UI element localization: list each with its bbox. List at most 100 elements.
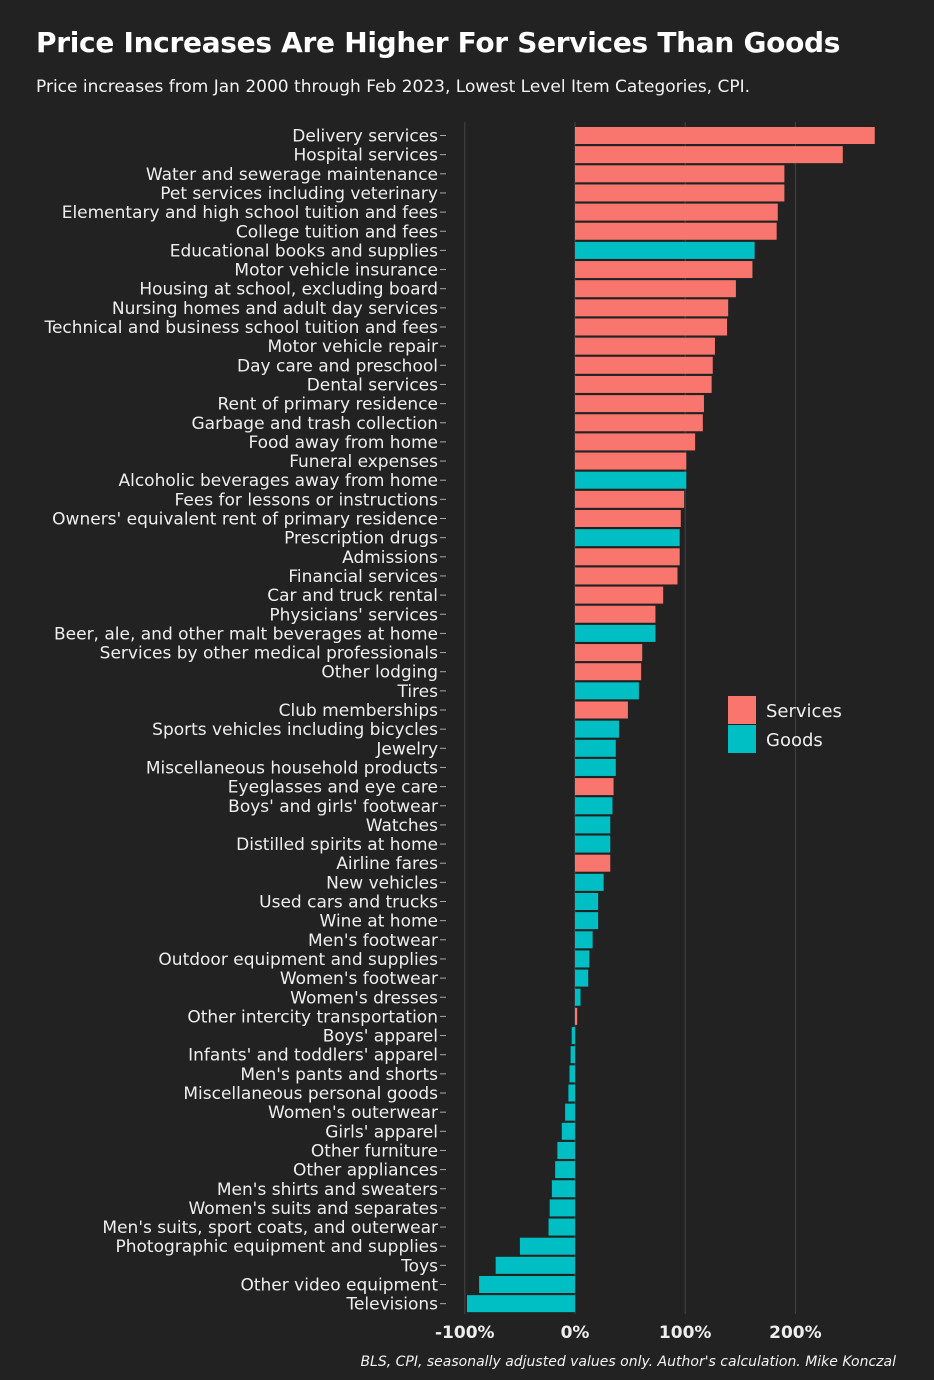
category-label: Financial services [288, 567, 438, 587]
category-label: Elementary and high school tuition and f… [62, 203, 438, 223]
bar [575, 452, 687, 470]
bar [575, 873, 604, 891]
bar [575, 280, 736, 298]
category-label: Airline fares [336, 854, 438, 874]
category-label: Motor vehicle insurance [234, 261, 438, 281]
category-label: Other furniture [311, 1141, 438, 1161]
bar [575, 931, 593, 949]
category-label: Used cars and trucks [259, 893, 438, 913]
category-label: Boys' apparel [323, 1027, 438, 1047]
category-label: Day care and preschool [237, 356, 438, 376]
bar [575, 739, 616, 757]
bar [548, 1218, 575, 1236]
category-label: New vehicles [326, 873, 438, 893]
bar [575, 395, 704, 413]
bar [557, 1141, 575, 1159]
category-label: Men's suits, sport coats, and outerwear [102, 1218, 438, 1238]
bar [549, 1199, 575, 1217]
category-label: Rent of primary residence [217, 395, 438, 415]
bar [568, 1084, 575, 1102]
category-label: Sports vehicles including bicycles [152, 720, 438, 740]
category-label: Infants' and toddlers' apparel [188, 1046, 438, 1066]
bar [575, 854, 611, 872]
bar [571, 1027, 575, 1045]
bar [555, 1161, 575, 1179]
category-label: Motor vehicle repair [268, 337, 438, 357]
bar [575, 146, 843, 164]
bar [575, 203, 778, 221]
x-tick-label: 0% [561, 1323, 590, 1343]
bar [575, 586, 664, 604]
bar [575, 835, 611, 853]
category-label: Women's suits and separates [188, 1199, 438, 1219]
category-label: Men's pants and shorts [240, 1065, 438, 1085]
category-label: Miscellaneous household products [146, 758, 438, 778]
category-label: Club memberships [279, 701, 439, 721]
category-label: Prescription drugs [284, 529, 438, 549]
bar [575, 299, 729, 317]
legend-label: Goods [766, 730, 823, 751]
x-axis-tick-labels: -100% 0% 100% 200% [435, 1323, 822, 1343]
bars [467, 127, 875, 1313]
bar [575, 663, 642, 681]
category-label: Boys' and girls' footwear [228, 797, 438, 817]
category-label: Photographic equipment and supplies [116, 1237, 439, 1257]
bar [569, 1065, 575, 1083]
bar [575, 184, 785, 202]
category-label: Other intercity transportation [187, 1007, 438, 1027]
bar [575, 1007, 578, 1025]
bar [575, 644, 643, 662]
source-note: BLS, CPI, seasonally adjusted values onl… [360, 1354, 896, 1370]
category-label: Fees for lessons or instructions [175, 490, 439, 510]
category-label: Tires [396, 682, 438, 702]
category-label: Women's dresses [290, 988, 438, 1008]
bar [551, 1180, 575, 1198]
legend-label: Services [766, 701, 842, 722]
bar [575, 720, 620, 738]
bar [575, 241, 755, 259]
bar [575, 356, 713, 374]
x-tick-label: 200% [769, 1323, 822, 1343]
bar [575, 567, 678, 585]
bar [495, 1256, 575, 1274]
bar [575, 165, 785, 183]
chart-title: Price Increases Are Higher For Services … [36, 26, 841, 59]
category-label: Other video equipment [240, 1276, 438, 1296]
legend-swatch [728, 696, 756, 724]
bar [575, 318, 728, 336]
x-tick-label: 100% [659, 1323, 712, 1343]
category-label: College tuition and fees [236, 222, 438, 242]
category-label: Services by other medical professionals [100, 644, 438, 664]
legend: Services Goods [728, 696, 842, 753]
bar [575, 797, 613, 815]
chart-subtitle: Price increases from Jan 2000 through Fe… [36, 77, 751, 97]
category-label: Girls' apparel [325, 1122, 438, 1142]
category-label: Women's footwear [280, 969, 438, 989]
category-label: Food away from home [248, 433, 438, 453]
category-label: Men's shirts and sweaters [217, 1180, 438, 1200]
category-label: Televisions [345, 1295, 438, 1315]
category-label: Pet services including veterinary [160, 184, 438, 204]
category-label: Beer, ale, and other malt beverages at h… [54, 624, 438, 644]
bar [575, 912, 599, 930]
category-label: Distilled spirits at home [236, 835, 438, 855]
category-label: Jewelry [375, 739, 438, 759]
bar [575, 529, 680, 547]
bar [565, 1103, 575, 1121]
bar [575, 127, 875, 144]
x-tick-label: -100% [435, 1323, 495, 1343]
category-label: Toys [400, 1256, 438, 1276]
bar [575, 778, 614, 796]
category-label: Eyeglasses and eye care [228, 778, 438, 798]
bar [575, 969, 589, 987]
bar [479, 1276, 575, 1293]
bar [575, 222, 777, 240]
bar [575, 605, 656, 623]
bar [575, 548, 680, 566]
category-label: Nursing homes and adult day services [112, 299, 438, 319]
bar [575, 701, 628, 719]
category-label: Funeral expenses [289, 452, 438, 472]
category-label: Water and sewerage maintenance [146, 165, 438, 185]
